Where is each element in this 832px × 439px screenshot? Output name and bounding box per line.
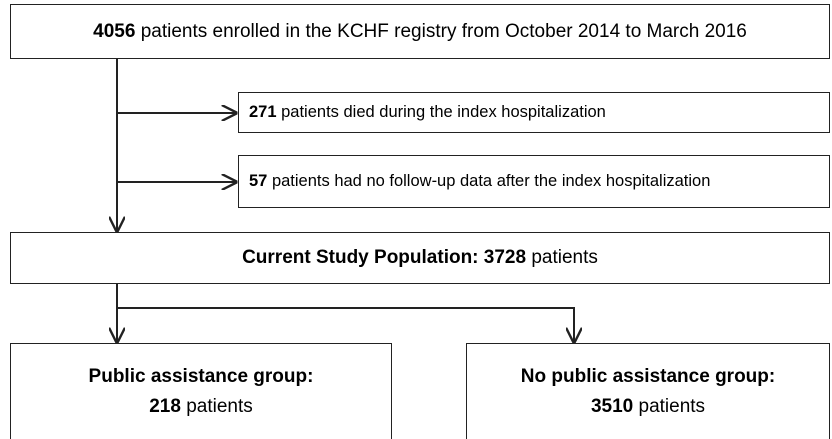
group-box: No public assistance group: 3510 patient… — [466, 343, 830, 439]
text: patients enrolled in the KCHF registry f… — [140, 20, 747, 42]
text: patients — [186, 395, 253, 417]
count: 3728 — [483, 247, 527, 268]
arrow — [117, 307, 574, 342]
text: patients died during the index hospitali… — [281, 103, 606, 121]
count: 271 — [249, 103, 277, 121]
label: Public assistance group: — [88, 365, 314, 387]
label: No public assistance group: — [520, 365, 776, 387]
excluded-box: 271 patients died during the index hospi… — [238, 92, 830, 133]
text: patients — [531, 247, 598, 268]
study-population-box: Current Study Population: 3728 patients — [10, 232, 830, 284]
excluded-box: 57 patients had no follow-up data after … — [238, 155, 830, 208]
enrolled-box: 4056 patients enrolled in the KCHF regis… — [10, 4, 830, 59]
label: Current Study Population: — [242, 247, 479, 268]
text: patients — [638, 395, 706, 417]
count: 4056 — [93, 20, 136, 42]
count: 218 — [149, 395, 181, 417]
text: patients had no follow-up data after the… — [271, 172, 711, 190]
count: 3510 — [590, 395, 634, 417]
count: 57 — [249, 172, 268, 190]
group-box: Public assistance group: 218 patients — [10, 343, 392, 439]
